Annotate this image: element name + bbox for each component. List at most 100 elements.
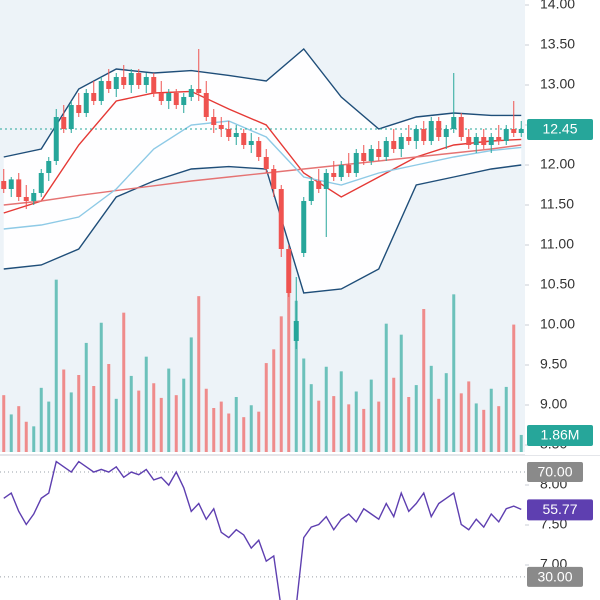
volume-bar [174,395,178,452]
candle-body [428,121,434,141]
candle-body [398,137,404,149]
volume-bar [47,401,51,452]
volume-bar [354,391,358,452]
volume-bar [347,404,351,452]
candle-body [91,93,97,101]
candle-body [68,105,74,129]
indicator-line [3,90,522,214]
candle-body [413,129,419,141]
volume-bar [377,401,381,452]
volume-bar [167,368,171,452]
y-tick-label: 10.00 [540,316,575,332]
volume-bar [242,417,246,452]
volume-bar [452,294,456,452]
candle-body [451,117,457,129]
volume-bar [39,387,43,452]
volume-bar [62,369,66,452]
volume-bar [437,398,441,452]
volume-bar [227,413,231,452]
rsi-level-box [527,566,583,587]
volume-bar [399,334,403,452]
candle-body [113,77,119,89]
candle-body [353,153,359,173]
volume-bar [84,342,88,452]
candle-body [473,137,479,145]
candle-body [263,157,269,169]
volume-bar [92,386,96,452]
candle-body [308,181,314,201]
volume-bar [24,421,28,452]
y-tick-label: 11.50 [540,196,574,212]
candle-body [38,173,44,193]
candle-body [301,201,307,253]
y-tick-label: 10.50 [540,276,575,292]
candle-body [443,129,449,137]
last-volume-box [527,424,593,446]
volume-bar [519,434,523,452]
rsi-line [3,460,522,600]
volume-bar [324,366,328,452]
candle-body [481,137,487,145]
last-price-box [527,119,593,140]
volume-bar [219,401,223,452]
volume-bar [384,323,388,452]
candle-body [83,93,89,113]
y-tick-label: 9.50 [540,356,567,372]
volume-bar [77,375,81,452]
volume-bar [152,383,156,452]
candle-body [458,117,464,137]
candle-body [23,197,29,201]
candle-body [293,321,299,341]
volume-bar [159,397,163,452]
candle-body [121,77,127,85]
y-tick-label: 11.00 [540,236,574,252]
candle-body [241,133,247,145]
candle-body [8,179,14,189]
last-rsi-label: 55.77 [542,501,577,517]
candle-body [203,93,209,117]
volume-bar [69,392,73,452]
volume-bar [204,388,208,452]
volume-bar [54,279,58,452]
candle-body [488,137,494,145]
candle-body [376,149,382,157]
volume-bar [362,408,366,452]
candle-body [181,97,187,105]
volume-bar [422,309,426,452]
volume-bar [144,356,148,452]
candle-body [136,73,142,85]
candle-body [511,129,517,133]
volume-bar [287,259,291,452]
y-tick-label: 12.00 [540,156,575,172]
candle-body [233,133,239,137]
candle-body [271,169,277,189]
volume-bar [444,373,448,452]
candle-body [226,129,232,137]
candle-body [106,81,112,89]
candle-body [406,137,412,141]
volume-bar [369,379,373,452]
candle-body [98,81,104,101]
candle-body [188,89,194,97]
candle-body [466,137,472,145]
candle-body [31,193,37,201]
candle-body [196,89,202,93]
candle-body [286,249,292,293]
price-axis [525,0,600,455]
candle-body [421,129,427,141]
volume-bar [497,406,501,452]
candle-body [518,129,524,133]
candle-body [173,93,179,105]
volume-bar [197,296,201,452]
candle-body [383,141,389,157]
candle-body [46,161,52,173]
volume-bar [257,411,261,452]
volume-bar [107,364,111,452]
volume-bar [407,397,411,452]
last-rsi-box [527,499,593,521]
candle-body [323,173,329,189]
volume-bar [279,316,283,452]
candle-body [248,141,254,145]
y-tick-label: 13.50 [540,36,575,52]
band-fill [3,49,522,293]
